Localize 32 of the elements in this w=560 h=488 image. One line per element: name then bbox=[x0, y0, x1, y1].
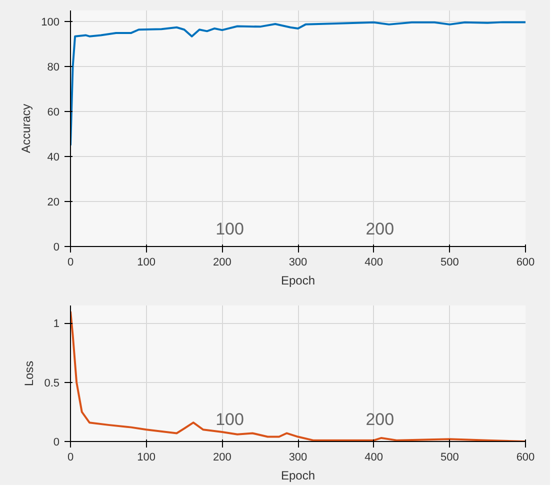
x-tick-label: 600 bbox=[516, 256, 535, 268]
x-tick-label: 200 bbox=[212, 256, 232, 268]
x-tick-label: 300 bbox=[288, 256, 308, 268]
x-tick-label: 400 bbox=[364, 256, 384, 268]
y-tick-label: 80 bbox=[47, 62, 60, 74]
x-axis-title: Epoch bbox=[280, 274, 316, 288]
annotation: 100 bbox=[216, 220, 244, 239]
y-tick-label: 0 bbox=[53, 242, 60, 254]
y-tick-label: 20 bbox=[47, 196, 60, 209]
annotation: 200 bbox=[366, 410, 394, 430]
x-axis-title: Epoch bbox=[280, 468, 316, 482]
x-tick-label: 100 bbox=[137, 452, 156, 464]
x-tick-label: 500 bbox=[440, 256, 459, 268]
annotation: 200 bbox=[366, 220, 394, 239]
y-axis-title: Loss bbox=[22, 360, 36, 386]
x-tick-label: 100 bbox=[137, 256, 156, 268]
y-tick-label: 0 bbox=[53, 436, 60, 448]
x-tick-label: 500 bbox=[440, 452, 459, 464]
y-tick-label: 100 bbox=[41, 16, 60, 29]
x-tick-label: 300 bbox=[288, 452, 308, 464]
y-tick-label: 0.5 bbox=[44, 377, 60, 390]
y-tick-label: 1 bbox=[53, 318, 60, 330]
x-tick-label: 0 bbox=[67, 452, 74, 464]
annotation: 100 bbox=[216, 410, 244, 430]
y-tick-label: 60 bbox=[47, 106, 60, 119]
line-series bbox=[70, 21, 526, 146]
y-tick-label: 40 bbox=[47, 152, 60, 164]
x-tick-label: 0 bbox=[67, 256, 74, 268]
x-tick-label: 400 bbox=[364, 452, 384, 464]
x-tick-label: 600 bbox=[516, 452, 535, 464]
x-tick-label: 200 bbox=[212, 452, 232, 464]
y-axis-title: Accuracy bbox=[19, 104, 34, 154]
